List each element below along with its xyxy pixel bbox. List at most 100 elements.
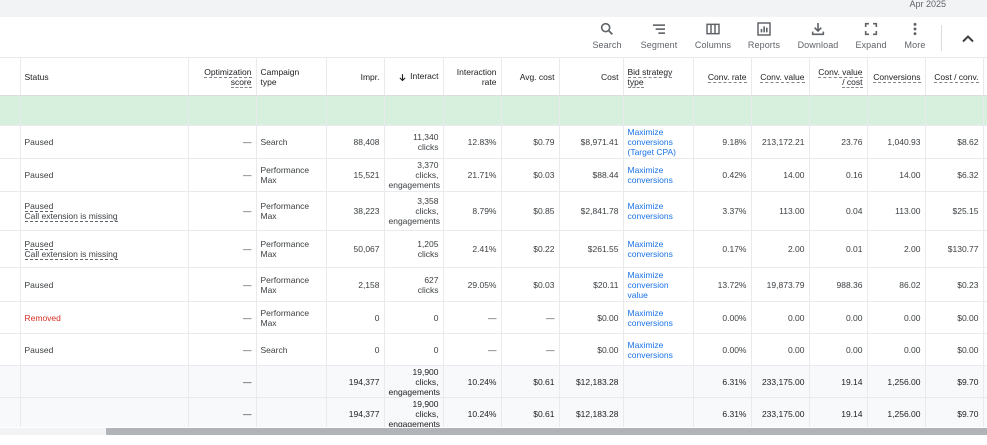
cost-cell: $8,971.41: [559, 125, 624, 159]
conv-value-header[interactable]: Conv. value: [751, 57, 810, 96]
totals-conv-value-cost-cell: 19.14: [809, 365, 868, 398]
conv-value-cost-header[interactable]: Conv. value / cost: [809, 57, 868, 96]
totals-optimization-cell: —: [188, 365, 257, 398]
row-select-cell[interactable]: [0, 301, 21, 334]
table-row[interactable]: Paused — Performance Max 2,158 627 clicks 29.05…: [0, 267, 987, 302]
segment-button[interactable]: Segment: [640, 21, 678, 55]
bid-strategy-line[interactable]: Maximize: [627, 201, 664, 211]
status-cell: Paused: [20, 333, 189, 366]
bid-strategy-line[interactable]: Maximize: [627, 307, 664, 318]
conversions-header[interactable]: Conversions: [867, 57, 926, 96]
conv-rate-header[interactable]: Conv. rate: [693, 57, 752, 96]
conversions-cell: 14.00: [867, 158, 926, 192]
interactions-line: 0: [433, 344, 439, 355]
bid-strategy-line[interactable]: (Target CPA): [627, 147, 677, 157]
expand-button[interactable]: Expand: [854, 21, 888, 55]
cost-cell: $261.55: [559, 230, 624, 268]
row-select-cell[interactable]: [0, 158, 21, 192]
conv-value-cell: 0.00: [751, 333, 810, 366]
row-select-cell[interactable]: [0, 125, 21, 159]
bid-strategy-line[interactable]: Maximize: [627, 339, 664, 350]
top-strip: Apr 2025: [0, 0, 987, 17]
bid-strategy-label-2: type: [627, 76, 644, 88]
collapse-toolbar-button[interactable]: [958, 29, 978, 49]
interaction-rate-cell: 21.71%: [443, 158, 502, 192]
campaign-type-label-2: type: [260, 76, 277, 87]
download-button[interactable]: Download: [797, 21, 839, 55]
status-note[interactable]: Call extension is missing: [24, 249, 118, 260]
interaction-rate-header[interactable]: Interaction rate: [443, 57, 502, 96]
cost-cell: $88.44: [559, 158, 624, 192]
overflow-cell: [983, 158, 987, 192]
table-row[interactable]: Paused — Search 0 0— — $0.00 Maximize conversion…: [0, 333, 987, 366]
bid-strategy-line[interactable]: Maximize: [627, 239, 664, 249]
reports-button[interactable]: Reports: [747, 21, 781, 55]
interaction-rate-cell: —: [443, 301, 502, 334]
impressions-cell: 50,067: [326, 230, 385, 268]
totals-interaction-rate-cell: 10.24%: [443, 365, 502, 398]
bid-strategy-line[interactable]: Maximize: [627, 127, 664, 137]
interactions-cell: 3,370 clicks, engagements: [384, 158, 444, 192]
bid-strategy-line[interactable]: conversions: [627, 211, 673, 221]
bid-strategy-type-header[interactable]: Bid strategy type: [623, 57, 694, 96]
avg-cost-label: Avg. cost: [519, 71, 555, 82]
conv-value-cost-cell: 988.36: [809, 267, 868, 302]
table-row[interactable]: Paused Call extension is missing — Performa…: [0, 191, 987, 231]
more-button[interactable]: More: [902, 21, 928, 55]
expand-label: Expand: [855, 40, 887, 50]
totals-impressions-cell: 194,377: [326, 397, 385, 430]
interactions-header[interactable]: Interact: [384, 57, 444, 96]
horizontal-scrollbar[interactable]: [0, 427, 987, 445]
totals-conv-value-cell: 233,175.00: [751, 397, 810, 430]
bid-strategy-line[interactable]: Maximize: [627, 269, 664, 280]
date-range-fragment: Apr 2025: [909, 0, 946, 9]
status-cell: Paused: [20, 158, 189, 192]
search-label: Search: [592, 40, 622, 50]
optimization-score-label-1: Optimization: [204, 66, 252, 78]
bid-strategy-line[interactable]: conversions: [627, 349, 673, 360]
overflow-cell: [983, 267, 987, 302]
cost-header[interactable]: Cost: [559, 57, 624, 96]
row-select-cell[interactable]: [0, 191, 21, 231]
bid-strategy-line[interactable]: conversions: [627, 175, 673, 185]
bid-strategy-line[interactable]: conversions: [627, 317, 673, 328]
totals-type-cell: [256, 397, 327, 430]
table-row[interactable]: Paused Call extension is missing — Performa…: [0, 230, 987, 268]
totals-conv-rate-cell: 6.31%: [693, 397, 752, 430]
bid-strategy-cell: Maximize conversions: [623, 191, 694, 231]
totals-conv-rate-cell: 6.31%: [693, 365, 752, 398]
conv-rate-cell: 0.00%: [693, 301, 752, 334]
row-select-cell[interactable]: [0, 267, 21, 302]
status-text: Paused: [24, 279, 54, 290]
scrollbar-thumb[interactable]: [106, 428, 987, 435]
conv-value-cell: 2.00: [751, 230, 810, 268]
row-select-cell[interactable]: [0, 230, 21, 268]
bid-strategy-cell: Maximize conversions (Target CPA): [623, 125, 694, 159]
cost-per-conv-cell: $0.00: [925, 333, 984, 366]
optimization-score-cell: —: [188, 158, 257, 192]
cost-per-conv-header[interactable]: Cost / conv.: [925, 57, 984, 96]
overflow-cell: [983, 230, 987, 268]
filter-row[interactable]: [0, 95, 987, 126]
interactions-line: 3,370: [417, 160, 439, 170]
search-button[interactable]: Search: [592, 21, 622, 55]
bid-strategy-line[interactable]: Maximize: [627, 165, 664, 175]
reports-icon: [757, 22, 771, 36]
table-row[interactable]: Paused — Performance Max 15,521 3,370 clicks, e…: [0, 158, 987, 192]
bid-strategy-line[interactable]: conversion: [627, 279, 669, 290]
optimization-score-header[interactable]: Optimization score: [188, 57, 257, 96]
status-header[interactable]: Status: [20, 57, 189, 96]
row-select-cell[interactable]: [0, 333, 21, 366]
conv-rate-cell: 9.18%: [693, 125, 752, 159]
totals-impressions-cell: 194,377: [326, 365, 385, 398]
table-row[interactable]: Paused — Search 88,408 11,340 clicks 12.83% $0.…: [0, 125, 987, 159]
bid-strategy-line[interactable]: conversions: [627, 137, 673, 147]
avg-cost-header[interactable]: Avg. cost: [501, 57, 560, 96]
campaign-type-header[interactable]: Campaign type: [256, 57, 327, 96]
status-note[interactable]: Call extension is missing: [24, 211, 118, 222]
bid-strategy-line[interactable]: value: [627, 289, 648, 300]
impressions-header[interactable]: Impr.: [326, 57, 385, 96]
table-row[interactable]: Removed — Performance Max 0 0— — $0.00 Maximize c…: [0, 301, 987, 334]
bid-strategy-line[interactable]: conversions: [627, 249, 673, 259]
columns-button[interactable]: Columns: [694, 21, 732, 55]
